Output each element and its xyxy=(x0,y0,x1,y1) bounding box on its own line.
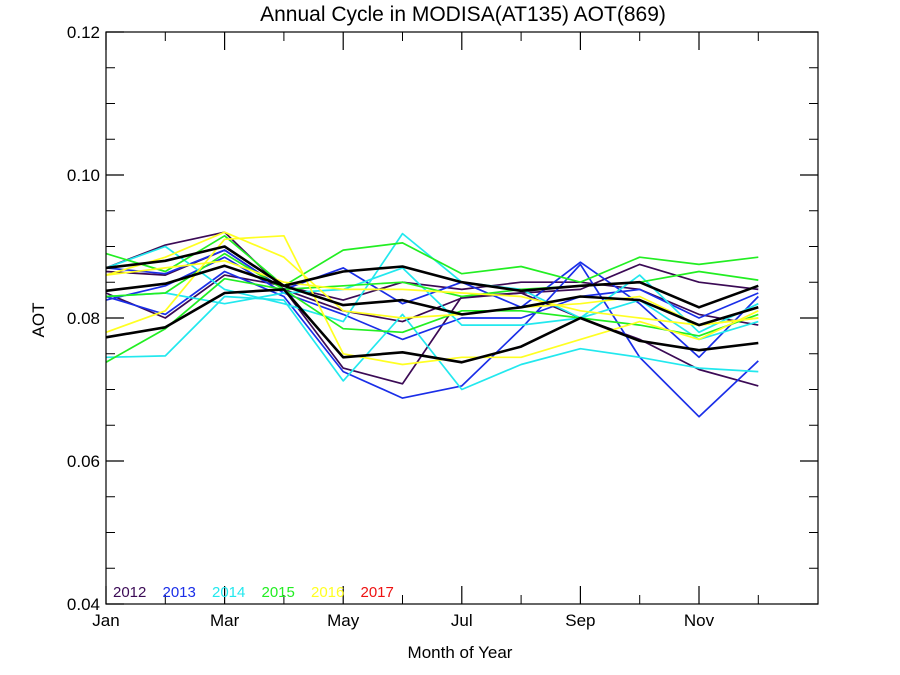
x-tick-label: Sep xyxy=(565,611,595,630)
series-line-4 xyxy=(105,263,759,418)
series-line-13 xyxy=(105,234,759,366)
series-line-17 xyxy=(105,245,759,309)
x-tick-label: Jan xyxy=(92,611,119,630)
legend-entry-2017: 2017 xyxy=(361,584,394,601)
legend-entry-2015: 2015 xyxy=(262,584,295,601)
series-line-11 xyxy=(105,234,759,287)
series-line-16 xyxy=(105,288,759,364)
series-line-9 xyxy=(105,267,759,341)
chart-title: Annual Cycle in MODISA(AT135) AOT(869) xyxy=(260,3,666,26)
x-axis-label: Month of Year xyxy=(408,643,513,662)
y-tick-label: 0.10 xyxy=(67,166,100,185)
x-tick-label: May xyxy=(327,611,360,630)
y-tick-label: 0.04 xyxy=(67,595,100,614)
legend: 2012 2013 2014 2015 2016 2017 xyxy=(113,584,394,601)
series-line-15 xyxy=(105,259,759,326)
legend-entry-2016: 2016 xyxy=(311,584,344,601)
series-line-14 xyxy=(105,231,759,326)
x-tick-label: Jul xyxy=(451,611,473,630)
y-tick-label: 0.08 xyxy=(67,309,100,328)
legend-entry-2012: 2012 xyxy=(113,584,146,601)
series-line-5 xyxy=(105,249,759,359)
series-line-1 xyxy=(105,231,759,387)
series-line-10 xyxy=(105,277,759,364)
series-line-12 xyxy=(105,252,759,298)
series-line-7 xyxy=(105,295,759,391)
legend-entry-2014: 2014 xyxy=(212,584,245,601)
x-tick-label: Mar xyxy=(210,611,240,630)
y-tick-label: 0.06 xyxy=(67,452,100,471)
x-tick-label: Nov xyxy=(684,611,715,630)
legend-entry-2013: 2013 xyxy=(163,584,196,601)
y-axis-label: AOT xyxy=(29,303,48,338)
series-layer xyxy=(105,231,759,418)
axis-layer: 0.04 0.06 0.08 0.10 0.12 Jan Mar May Jul Sep Nov xyxy=(67,23,818,630)
y-tick-label: 0.12 xyxy=(67,23,100,42)
series-line-18 xyxy=(105,264,759,327)
